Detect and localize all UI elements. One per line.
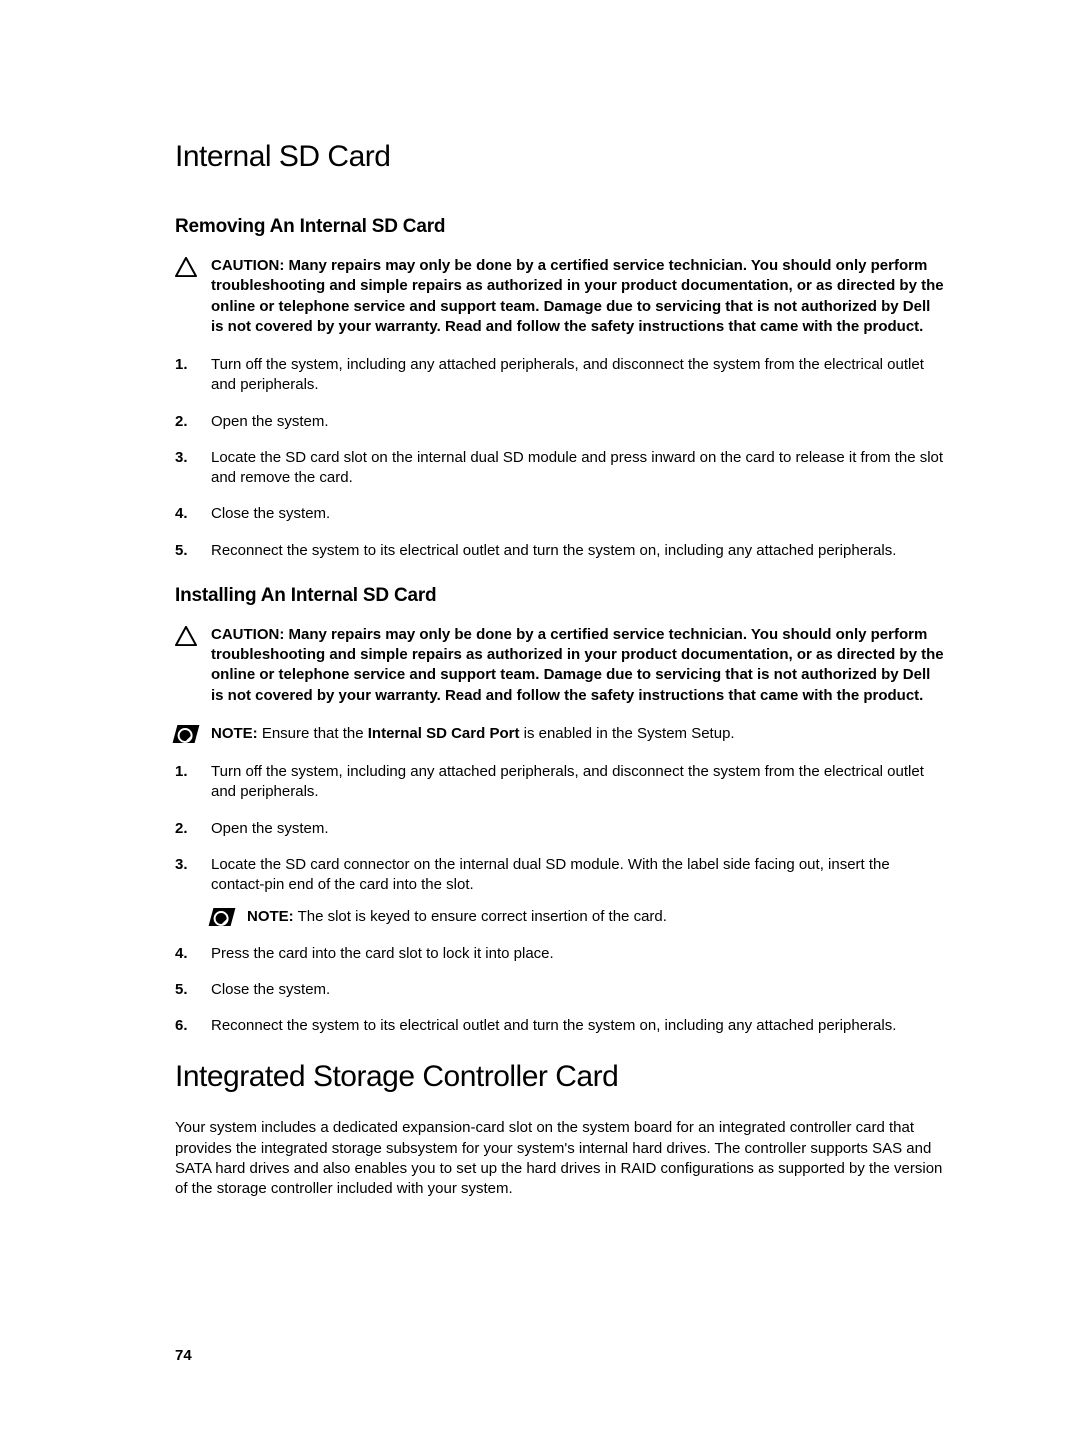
list-item: Reconnect the system to its electrical o… xyxy=(175,541,945,561)
caution-text: CAUTION: Many repairs may only be done b… xyxy=(211,625,945,706)
list-item: Press the card into the card slot to loc… xyxy=(175,944,945,964)
subsection-installing-heading: Installing An Internal SD Card xyxy=(175,585,945,607)
note-label: NOTE: xyxy=(247,908,294,925)
nested-note: NOTE: The slot is keyed to ensure correc… xyxy=(211,907,945,927)
note-callout: NOTE: Ensure that the Internal SD Card P… xyxy=(175,724,945,744)
section2-paragraph: Your system includes a dedicated expansi… xyxy=(175,1118,945,1199)
list-item: Turn off the system, including any attac… xyxy=(175,762,945,803)
list-item: Reconnect the system to its electrical o… xyxy=(175,1016,945,1036)
caution-label: CAUTION: xyxy=(211,257,284,274)
caution-icon xyxy=(175,257,197,277)
section-title: Internal SD Card xyxy=(175,140,945,174)
page-number: 74 xyxy=(175,1347,192,1364)
list-item: Open the system. xyxy=(175,412,945,432)
list-item: Locate the SD card connector on the inte… xyxy=(175,855,945,928)
note-icon xyxy=(209,908,236,926)
list-item: Locate the SD card slot on the internal … xyxy=(175,448,945,489)
caution-label: CAUTION: xyxy=(211,626,284,643)
note-body: The slot is keyed to ensure correct inse… xyxy=(294,908,667,925)
note-pre: Ensure that the xyxy=(258,725,368,742)
subsection-removing-heading: Removing An Internal SD Card xyxy=(175,216,945,238)
caution-callout: CAUTION: Many repairs may only be done b… xyxy=(175,625,945,706)
list-item: Turn off the system, including any attac… xyxy=(175,355,945,396)
step-text: Locate the SD card connector on the inte… xyxy=(211,856,890,893)
note-bold: Internal SD Card Port xyxy=(368,725,520,742)
caution-icon xyxy=(175,626,197,646)
caution-text: CAUTION: Many repairs may only be done b… xyxy=(211,256,945,337)
install-steps: Turn off the system, including any attac… xyxy=(175,762,945,1036)
list-item: Open the system. xyxy=(175,819,945,839)
section-title: Integrated Storage Controller Card xyxy=(175,1060,945,1094)
note-icon xyxy=(173,725,200,743)
note-text: NOTE: Ensure that the Internal SD Card P… xyxy=(211,724,735,744)
caution-body: Many repairs may only be done by a certi… xyxy=(211,257,944,335)
caution-body: Many repairs may only be done by a certi… xyxy=(211,626,944,704)
note-post: is enabled in the System Setup. xyxy=(519,725,734,742)
note-label: NOTE: xyxy=(211,725,258,742)
nested-note-text: NOTE: The slot is keyed to ensure correc… xyxy=(247,907,667,927)
remove-steps: Turn off the system, including any attac… xyxy=(175,355,945,561)
list-item: Close the system. xyxy=(175,980,945,1000)
list-item: Close the system. xyxy=(175,504,945,524)
caution-callout: CAUTION: Many repairs may only be done b… xyxy=(175,256,945,337)
